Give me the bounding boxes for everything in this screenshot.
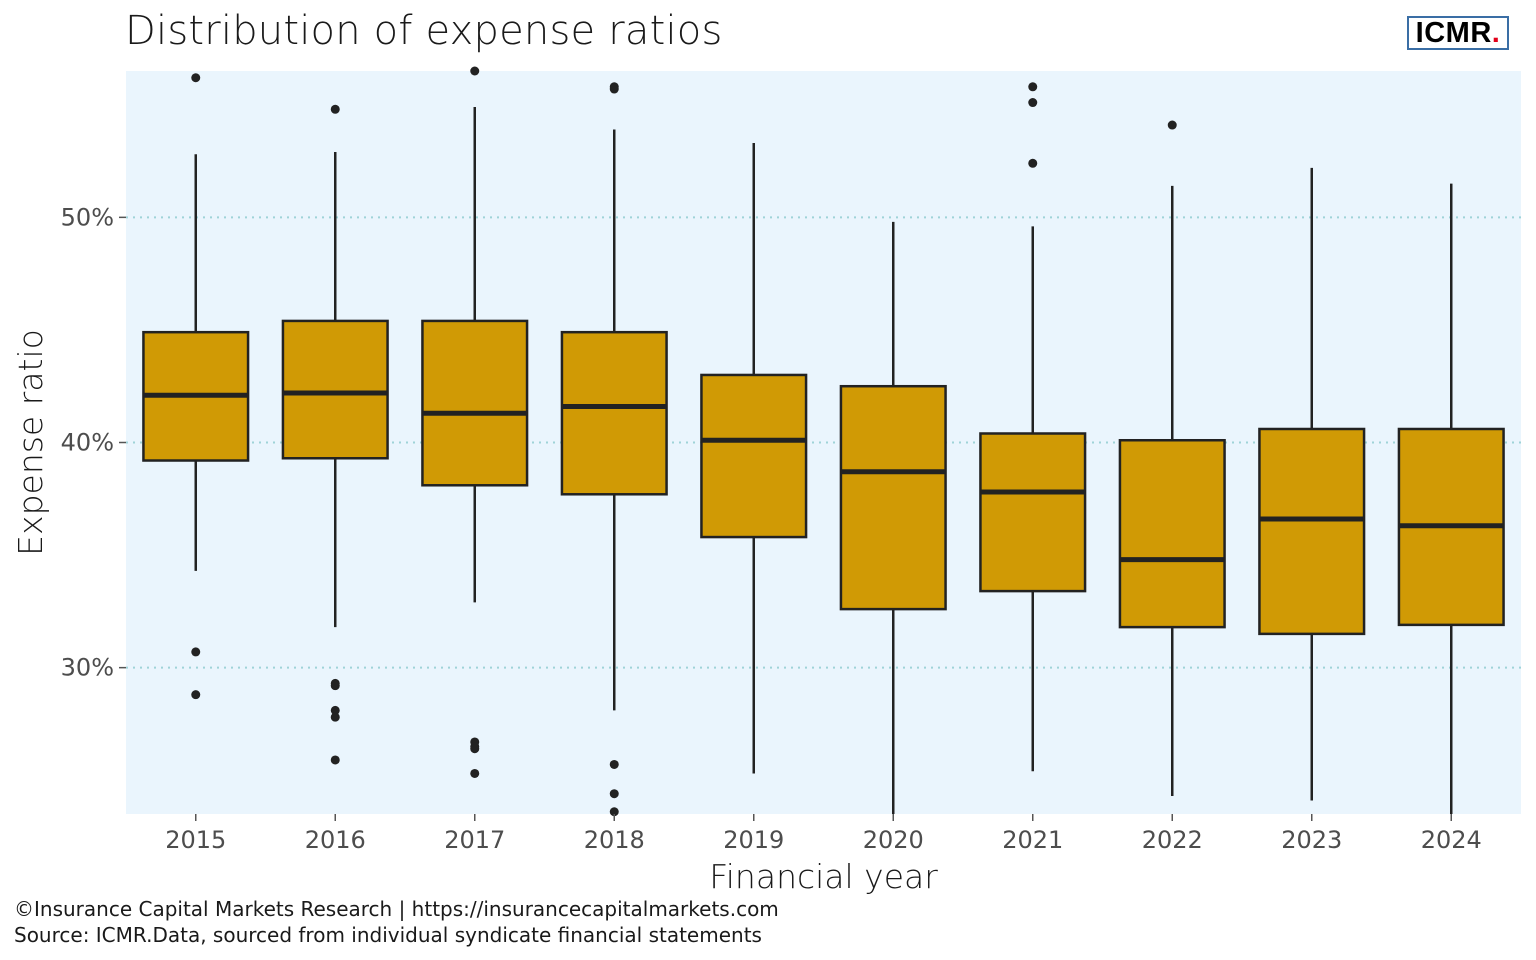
icmr-logo: ICMR. — [1407, 16, 1509, 50]
outlier-point — [330, 104, 340, 114]
iqr-box — [1258, 427, 1366, 636]
outlier-point — [470, 768, 480, 778]
chart-title: Distribution of expense ratios — [125, 8, 723, 54]
outlier-point — [191, 73, 201, 83]
outlier-point — [470, 744, 480, 754]
x-tick-label: 2021 — [1002, 826, 1063, 854]
box-2019 — [700, 143, 808, 774]
box-2017 — [421, 66, 529, 778]
outlier-point — [191, 690, 201, 700]
outlier-point — [330, 705, 340, 715]
logo-text: ICMR — [1415, 17, 1492, 49]
outlier-point — [609, 789, 619, 799]
outlier-point — [470, 66, 480, 76]
box-2015 — [142, 73, 250, 700]
outlier-point — [330, 755, 340, 765]
x-axis-title: Financial year — [709, 857, 938, 896]
y-tick-label: 30% — [61, 654, 114, 682]
caption-copyright: ©Insurance Capital Markets Research | ht… — [14, 897, 779, 921]
x-tick-label: 2019 — [723, 826, 784, 854]
iqr-box — [979, 432, 1087, 593]
x-tick-label: 2022 — [1142, 826, 1203, 854]
outlier-point — [191, 647, 201, 657]
outlier-point — [330, 681, 340, 691]
x-tick-label: 2024 — [1421, 826, 1482, 854]
outlier-point — [1028, 82, 1038, 92]
box-2023 — [1258, 167, 1366, 801]
iqr-box — [560, 330, 668, 496]
box-2021 — [979, 82, 1087, 772]
box-2018 — [560, 82, 668, 817]
outlier-point — [1028, 158, 1038, 168]
outlier-point — [330, 712, 340, 722]
y-tick-label: 40% — [61, 429, 114, 457]
outlier-point — [609, 84, 619, 94]
boxes-layer — [142, 66, 1505, 817]
iqr-box — [281, 319, 389, 460]
y-tick-label: 50% — [61, 203, 114, 231]
x-tick-label: 2018 — [584, 826, 645, 854]
x-tick-label: 2016 — [305, 826, 366, 854]
iqr-box — [839, 384, 947, 611]
caption-source: Source: ICMR.Data, sourced from individu… — [14, 923, 762, 947]
box-2022 — [1118, 120, 1226, 796]
x-tick-label: 2015 — [165, 826, 226, 854]
box-2020 — [839, 221, 947, 814]
x-tick-label: 2023 — [1281, 826, 1342, 854]
logo-dot: . — [1491, 17, 1501, 49]
iqr-box — [1118, 438, 1226, 629]
outlier-point — [1028, 98, 1038, 108]
iqr-box — [700, 373, 808, 539]
outlier-point — [609, 759, 619, 769]
outlier-point — [1167, 120, 1177, 130]
box-2016 — [281, 104, 389, 765]
y-axis-title: Expense ratio — [11, 329, 50, 556]
x-axis: 2015 2016 2017 2018 2019 2020 2021 2022 2023 2024 — [165, 814, 1482, 854]
y-axis: 30% 40% 50% — [61, 203, 126, 682]
outlier-point — [609, 807, 619, 817]
iqr-box — [421, 319, 529, 487]
x-tick-label: 2017 — [444, 826, 505, 854]
x-tick-label: 2020 — [863, 826, 924, 854]
box-2024 — [1397, 183, 1505, 814]
